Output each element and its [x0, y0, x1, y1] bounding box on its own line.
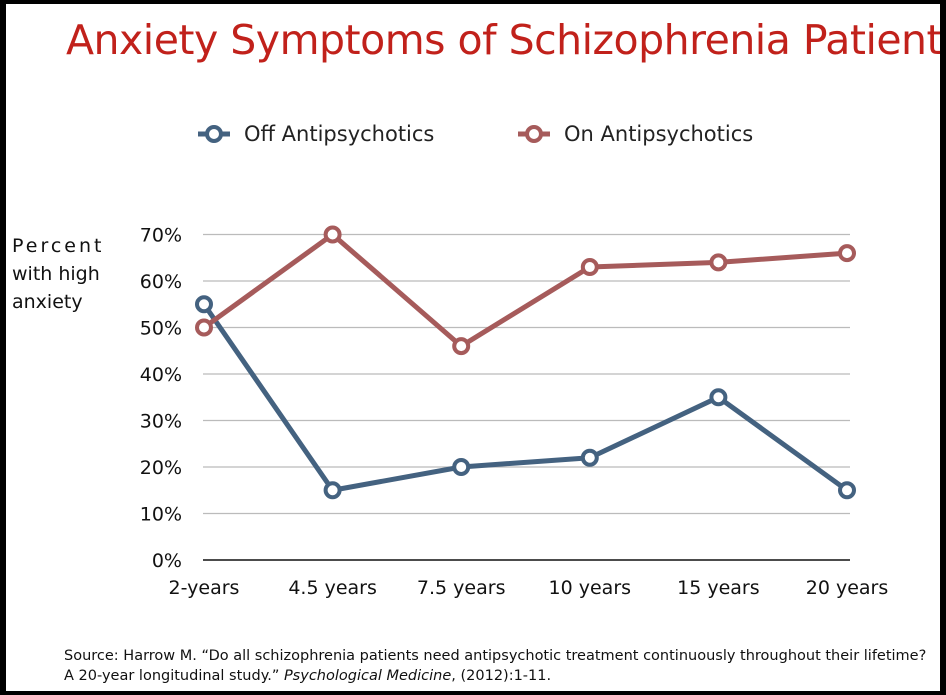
source-citation: Source: Harrow M. “Do all schizophrenia … — [64, 646, 934, 686]
line-chart: 0% 10% 20% 30% 40% 50% 60% 70% 2-years 4.5 years 7… — [140, 225, 889, 600]
data-point — [838, 481, 856, 500]
y-tick-label: 50% — [140, 318, 182, 340]
x-tick-label: 20 years — [806, 577, 889, 599]
legend-item-off: Off Antipsychotics — [196, 122, 434, 146]
x-tick-label: 7.5 years — [417, 577, 506, 599]
data-point — [709, 388, 728, 407]
legend-label-on: On Antipsychotics — [564, 122, 754, 146]
y-tick-label: 70% — [140, 225, 182, 247]
y-tick-label: 0% — [152, 550, 182, 572]
x-tick-label: 2-years — [169, 577, 240, 599]
legend-marker-off-icon — [198, 125, 230, 143]
y-tick-label: 30% — [140, 411, 182, 433]
data-point — [580, 448, 599, 467]
source-suffix: , (2012):1-11. — [451, 668, 552, 684]
data-point — [323, 225, 342, 244]
y-axis-label: Percent with high anxiety — [12, 232, 105, 316]
slide: Anxiety Symptoms of Schizophrenia Patien… — [6, 4, 940, 691]
y-tick-label: 20% — [140, 457, 182, 479]
data-point — [452, 458, 471, 476]
chart-title: Anxiety Symptoms of Schizophrenia Patien… — [66, 16, 940, 64]
data-point — [323, 481, 342, 500]
legend-item-on: On Antipsychotics — [516, 122, 753, 146]
legend-label-off: Off Antipsychotics — [244, 122, 435, 146]
series-line-on — [202, 232, 848, 349]
data-point — [709, 253, 728, 272]
x-tick-label: 15 years — [677, 577, 760, 599]
y-axis-label-line: anxiety — [12, 291, 83, 313]
y-tick-label: 40% — [140, 364, 182, 386]
data-point — [838, 244, 856, 263]
data-point — [452, 337, 471, 356]
data-point — [195, 318, 213, 337]
data-point — [195, 295, 213, 314]
x-tick-label: 4.5 years — [288, 577, 377, 599]
source-journal: Psychological Medicine — [283, 668, 452, 684]
y-tick-label: 10% — [140, 504, 182, 526]
source-text: Source: Harrow M. “Do all schizophrenia … — [64, 648, 927, 684]
legend-marker-on-icon — [518, 125, 550, 143]
x-tick-label: 10 years — [549, 577, 632, 599]
y-tick-label: 60% — [140, 271, 182, 293]
y-axis-label-line: with high — [12, 263, 100, 285]
data-point — [580, 258, 599, 277]
series-line-off — [201, 302, 849, 493]
y-axis-label-line: Percent — [12, 235, 105, 257]
